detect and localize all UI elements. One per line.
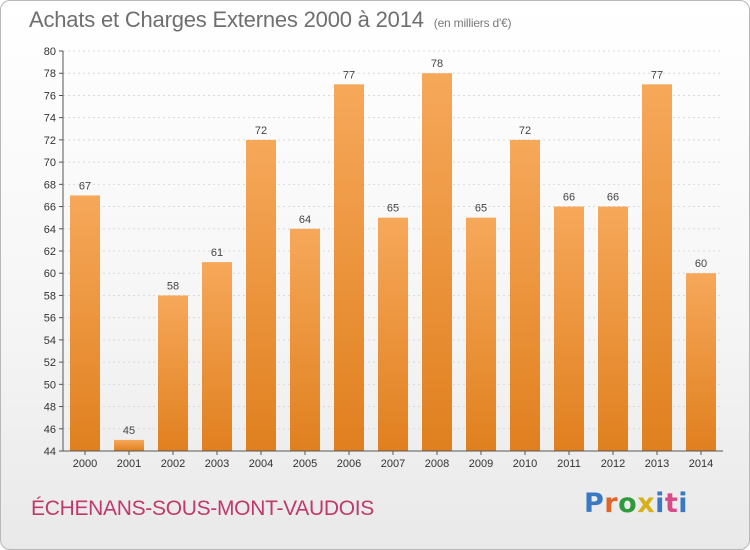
y-tick-label: 56 bbox=[44, 313, 56, 325]
y-tick-label: 48 bbox=[44, 402, 56, 414]
x-tick-label-2007: 2007 bbox=[381, 458, 405, 470]
y-tick-label: 58 bbox=[44, 290, 56, 302]
data-label-2007: 65 bbox=[387, 203, 399, 215]
commune-name: ÉCHENANS-SOUS-MONT-VAUDOIS bbox=[31, 497, 375, 520]
x-tick-label-2010: 2010 bbox=[513, 458, 537, 470]
logo-letter: t bbox=[664, 488, 679, 519]
logo-letter: x bbox=[637, 488, 656, 519]
y-tick-label: 62 bbox=[44, 246, 56, 258]
logo-letter: i bbox=[678, 488, 689, 519]
y-tick-label: 52 bbox=[44, 357, 56, 369]
x-tick-label-2001: 2001 bbox=[117, 458, 141, 470]
x-tick-label-2003: 2003 bbox=[205, 458, 229, 470]
x-tick-label-2009: 2009 bbox=[469, 458, 493, 470]
bar-2002 bbox=[158, 295, 188, 451]
x-tick-label-2012: 2012 bbox=[601, 458, 625, 470]
y-tick-label: 44 bbox=[44, 446, 56, 458]
bar-2000 bbox=[70, 195, 100, 451]
bar-2013 bbox=[642, 84, 672, 451]
logo-letter: r bbox=[604, 488, 619, 519]
y-tick-label: 76 bbox=[44, 90, 56, 102]
x-tick-label-2011: 2011 bbox=[557, 458, 581, 470]
y-tick-label: 64 bbox=[44, 224, 56, 236]
y-tick-label: 54 bbox=[44, 335, 56, 347]
y-tick-label: 68 bbox=[44, 179, 56, 191]
chart-title: Achats et Charges Externes 2000 à 2014 (e… bbox=[29, 7, 512, 33]
data-label-2010: 72 bbox=[519, 125, 531, 137]
data-labels: 67 45 58 61 72 64 77 65 78 65 72 66 66 77 60 bbox=[79, 58, 707, 437]
data-label-2004: 72 bbox=[255, 125, 267, 137]
data-label-2006: 77 bbox=[343, 69, 355, 81]
data-label-2008: 78 bbox=[431, 58, 443, 70]
bar-2006 bbox=[334, 84, 364, 451]
y-tick-label: 66 bbox=[44, 202, 56, 214]
data-label-2013: 77 bbox=[651, 69, 663, 81]
data-label-2000: 67 bbox=[79, 180, 91, 192]
axes: 44 46 48 50 52 54 56 58 60 62 64 66 68 70 72 74 76 78 80 20… bbox=[44, 46, 723, 470]
bar-2014 bbox=[686, 273, 716, 451]
data-label-2001: 45 bbox=[123, 425, 135, 437]
data-label-2005: 64 bbox=[299, 214, 311, 226]
bars bbox=[70, 73, 716, 451]
x-tick-label-2004: 2004 bbox=[249, 458, 273, 470]
logo-letter: P bbox=[584, 488, 605, 519]
data-label-2012: 66 bbox=[607, 192, 619, 204]
y-tick-label: 60 bbox=[44, 268, 56, 280]
logo-letter: i bbox=[655, 488, 665, 519]
bar-2010 bbox=[510, 139, 540, 451]
y-tick-label: 74 bbox=[44, 113, 56, 125]
data-label-2003: 61 bbox=[211, 247, 223, 259]
x-tick-label-2005: 2005 bbox=[293, 458, 317, 470]
x-tick-label-2002: 2002 bbox=[161, 458, 185, 470]
bar-2008 bbox=[422, 73, 452, 451]
y-tick-label: 50 bbox=[44, 379, 56, 391]
bar-2003 bbox=[202, 262, 232, 451]
data-label-2009: 65 bbox=[475, 203, 487, 215]
logo-letter: o bbox=[618, 488, 638, 519]
chart-title-text: Achats et Charges Externes 2000 à 2014 bbox=[29, 7, 424, 32]
y-tick-label: 80 bbox=[44, 46, 56, 58]
bar-2009 bbox=[466, 217, 496, 451]
x-tick-label-2006: 2006 bbox=[337, 458, 361, 470]
y-tick-label: 70 bbox=[44, 157, 56, 169]
chart-subtitle: (en milliers d'€) bbox=[433, 16, 512, 30]
y-tick-label: 46 bbox=[44, 424, 56, 436]
proxiti-logo[interactable]: Proxiti bbox=[584, 490, 688, 517]
x-tick-label-2000: 2000 bbox=[73, 458, 97, 470]
bar-2001 bbox=[114, 439, 144, 451]
bar-2012 bbox=[598, 206, 628, 451]
data-label-2002: 58 bbox=[167, 280, 179, 292]
bar-2011 bbox=[554, 206, 584, 451]
x-tick-label-2013: 2013 bbox=[645, 458, 669, 470]
y-tick-label: 78 bbox=[44, 68, 56, 80]
y-tick-label: 72 bbox=[44, 135, 56, 147]
bar-2004 bbox=[246, 139, 276, 451]
bar-2007 bbox=[378, 217, 408, 451]
x-tick-label-2014: 2014 bbox=[689, 458, 713, 470]
x-tick-label-2008: 2008 bbox=[425, 458, 449, 470]
data-label-2011: 66 bbox=[563, 192, 575, 204]
bar-2005 bbox=[290, 228, 320, 451]
data-label-2014: 60 bbox=[695, 258, 707, 270]
